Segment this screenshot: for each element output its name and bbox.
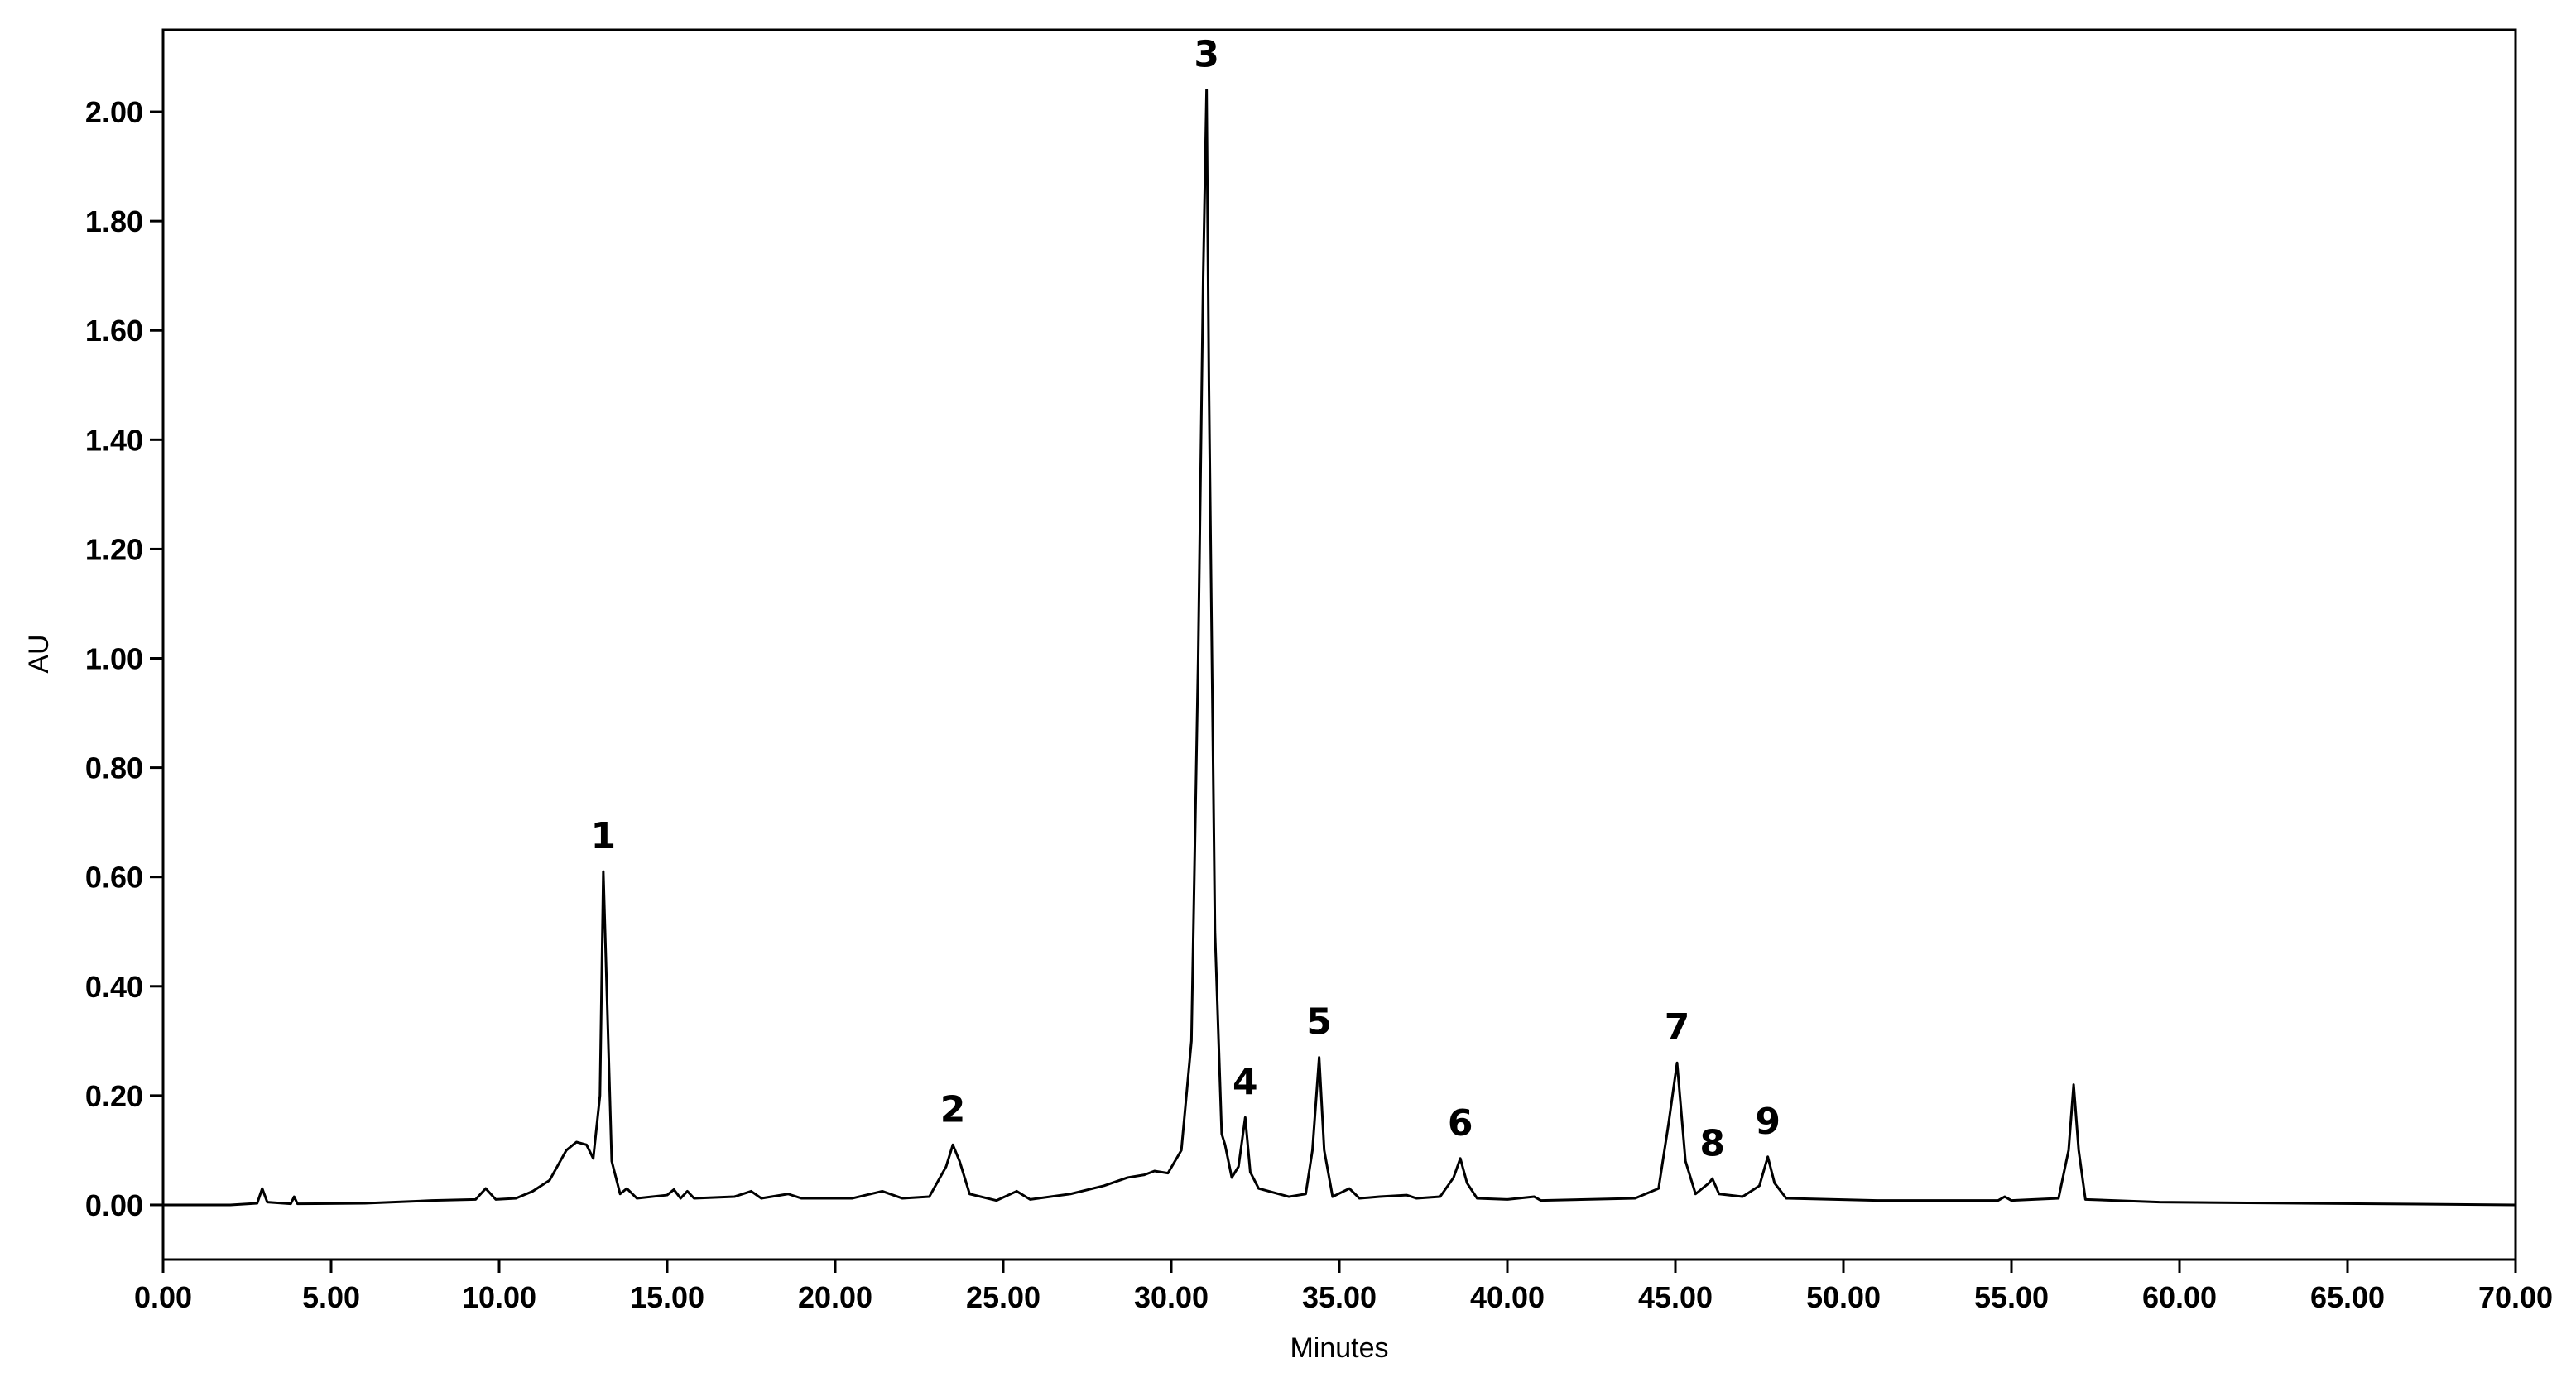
peak-label: 9	[1755, 1101, 1781, 1143]
x-tick-label: 60.00	[2142, 1280, 2217, 1314]
y-tick-label: 1.80	[85, 204, 143, 238]
peak-label: 6	[1448, 1102, 1473, 1145]
plot-frame	[161, 28, 2517, 1261]
y-tick-label: 2.00	[85, 95, 143, 129]
peak-label: 7	[1665, 1006, 1690, 1049]
y-tick-label: 1.60	[85, 314, 143, 348]
trace	[163, 89, 2516, 1207]
x-tick-label: 5.00	[302, 1280, 360, 1314]
y-tick-label: 1.20	[85, 532, 143, 566]
x-tick-label: 15.00	[630, 1280, 704, 1314]
y-tick-label: 1.40	[85, 423, 143, 457]
x-tick-label: 50.00	[1806, 1280, 1881, 1314]
y-axis-title: AU	[23, 634, 55, 673]
peak-label: 1	[591, 815, 617, 857]
x-tick-label: 65.00	[2310, 1280, 2385, 1314]
y-tick-label: 0.20	[85, 1079, 143, 1113]
x-tick-label: 0.00	[134, 1280, 192, 1314]
peak-label: 4	[1233, 1061, 1258, 1103]
peak-label: 8	[1699, 1122, 1725, 1164]
x-tick-label: 55.00	[1974, 1280, 2049, 1314]
peak-label: 3	[1194, 34, 1219, 76]
y-tick-label: 0.40	[85, 970, 143, 1004]
y-tick-label: 1.00	[85, 642, 143, 676]
x-tick-label: 70.00	[2478, 1280, 2553, 1314]
y-tick-label: 0.80	[85, 751, 143, 785]
x-axis-title: Minutes	[1290, 1332, 1388, 1364]
y-tick-label: 0.60	[85, 861, 143, 895]
x-tick-label: 45.00	[1638, 1280, 1713, 1314]
y-tick-label: 0.00	[85, 1188, 143, 1222]
x-tick-label: 30.00	[1134, 1280, 1209, 1314]
x-tick-label: 10.00	[462, 1280, 536, 1314]
peak-label: 2	[940, 1088, 966, 1130]
x-tick-label: 25.00	[966, 1280, 1040, 1314]
x-tick-label: 40.00	[1470, 1280, 1545, 1314]
x-tick-label: 35.00	[1302, 1280, 1377, 1314]
peak-label: 5	[1306, 1001, 1332, 1044]
x-tick-label: 20.00	[798, 1280, 872, 1314]
